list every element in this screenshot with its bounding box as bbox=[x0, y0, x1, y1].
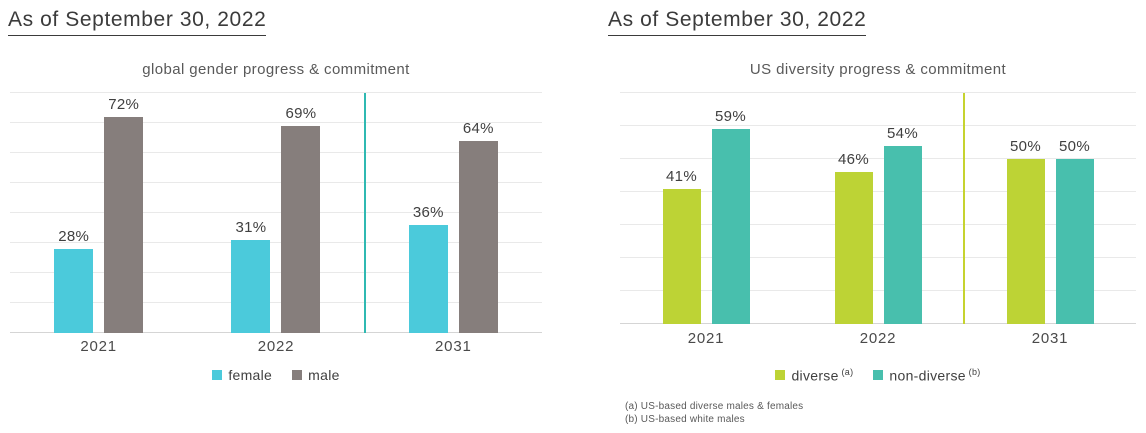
projection-divider-line bbox=[363, 93, 366, 333]
legend-item-non-diverse: non-diverse (b) bbox=[873, 367, 980, 384]
gridline bbox=[620, 158, 1136, 159]
bar-male-2022 bbox=[281, 126, 321, 333]
category-group-2022: 31% 69% bbox=[187, 93, 364, 333]
category-label-2031: 2031 bbox=[435, 338, 472, 355]
bar-group-item: 64% bbox=[458, 120, 498, 333]
gridline bbox=[10, 302, 542, 303]
bar-diverse-2021 bbox=[662, 189, 701, 324]
gridline bbox=[10, 272, 542, 273]
bar-value-label: 64% bbox=[462, 120, 494, 137]
bar-value-label: 41% bbox=[666, 168, 697, 185]
category-group-2021: 28% 72% bbox=[10, 93, 187, 333]
bar-group-item: 36% bbox=[408, 204, 448, 333]
bar-non-diverse-2031 bbox=[1055, 159, 1094, 324]
gridline bbox=[10, 212, 542, 213]
bar-diverse-2022 bbox=[834, 172, 873, 324]
legend-item-female: female bbox=[212, 367, 272, 383]
bar-non-diverse-2021 bbox=[711, 129, 750, 324]
gridline bbox=[10, 92, 542, 93]
legend-swatch-icon bbox=[292, 370, 303, 380]
legend-label: diverse (a) bbox=[791, 367, 854, 384]
legend-swatch-icon bbox=[775, 370, 786, 381]
gridline bbox=[10, 122, 542, 123]
global-gender-chart-section: As of September 30, 2022 global gender p… bbox=[8, 8, 542, 383]
bar-group-item: 54% bbox=[883, 125, 922, 324]
bar-group-item: 28% bbox=[54, 228, 94, 333]
bar-female-2022 bbox=[231, 240, 271, 333]
bar-group-item: 72% bbox=[104, 96, 144, 333]
bar-diverse-2031 bbox=[1006, 159, 1045, 324]
bar-value-label: 69% bbox=[285, 105, 317, 122]
chart-title: global gender progress & commitment bbox=[142, 61, 410, 78]
gridline bbox=[620, 191, 1136, 192]
bar-value-label: 46% bbox=[838, 151, 869, 168]
gridline bbox=[10, 152, 542, 153]
category-label-2022: 2022 bbox=[859, 330, 897, 347]
legend-item-male: male bbox=[292, 367, 340, 383]
x-axis-line bbox=[10, 332, 542, 333]
bar-group-item: 69% bbox=[281, 105, 321, 333]
us-diversity-chart-section: As of September 30, 2022 US diversity pr… bbox=[600, 0, 1146, 433]
footnote: (a) US-based diverse males & females bbox=[625, 401, 804, 412]
category-label-2022: 2022 bbox=[257, 338, 295, 355]
bar-group-item: 31% bbox=[231, 219, 271, 333]
gridline bbox=[10, 182, 542, 183]
bar-value-label: 50% bbox=[1059, 138, 1090, 155]
bar-value-label: 36% bbox=[412, 204, 444, 221]
bar-value-label: 50% bbox=[1010, 138, 1041, 155]
legend-label: male bbox=[308, 367, 340, 383]
category-group-2021: 41% 59% bbox=[620, 93, 792, 324]
legend: female male bbox=[10, 367, 542, 383]
bar-value-label: 54% bbox=[887, 125, 918, 142]
as-of-date-heading: As of September 30, 2022 bbox=[8, 8, 267, 36]
plot-area: 28% 72% 31% 69% 36% 64% bbox=[10, 92, 542, 333]
gridline bbox=[620, 257, 1136, 258]
x-axis-line bbox=[620, 323, 1136, 324]
bar-group-item: 41% bbox=[662, 168, 701, 324]
bar-group-item: 46% bbox=[834, 151, 873, 324]
gridline bbox=[620, 224, 1136, 225]
footnotes: (a) US-based diverse males & females (b) … bbox=[625, 400, 803, 426]
legend: diverse (a) non-diverse (b) bbox=[620, 367, 1136, 384]
gridline bbox=[10, 242, 542, 243]
bar-female-2031 bbox=[408, 225, 448, 333]
legend-swatch-icon bbox=[873, 370, 884, 381]
as-of-date-heading: As of September 30, 2022 bbox=[608, 8, 867, 36]
footnote: (b) US-based white males bbox=[625, 414, 745, 425]
bar-male-2031 bbox=[458, 141, 498, 333]
category-label-2021: 2021 bbox=[80, 338, 117, 355]
category-label-2021: 2021 bbox=[687, 330, 725, 347]
plot-area: 41% 59% 46% 54% 50% 50% bbox=[620, 92, 1136, 324]
bar-value-label: 59% bbox=[715, 108, 746, 125]
legend-label: female bbox=[228, 367, 273, 383]
legend-item-diverse: diverse (a) bbox=[775, 367, 853, 384]
bar-group-item: 50% bbox=[1055, 138, 1094, 324]
projection-divider-line bbox=[962, 93, 965, 324]
chart-title: US diversity progress & commitment bbox=[749, 61, 1007, 78]
bar-group-item: 59% bbox=[711, 108, 750, 324]
x-axis-labels: 2021 2022 2031 bbox=[10, 338, 542, 355]
legend-swatch-icon bbox=[212, 370, 223, 380]
category-group-2022: 46% 54% bbox=[792, 93, 964, 324]
category-label-2031: 2031 bbox=[1031, 330, 1069, 347]
category-group-2031: 36% 64% bbox=[365, 93, 542, 333]
bar-male-2021 bbox=[104, 117, 144, 333]
bar-value-label: 72% bbox=[108, 96, 140, 113]
bar-non-diverse-2022 bbox=[883, 146, 922, 324]
gridline bbox=[620, 92, 1136, 93]
bar-female-2021 bbox=[54, 249, 94, 333]
bar-group-item: 50% bbox=[1006, 138, 1045, 324]
bar-value-label: 28% bbox=[58, 228, 90, 245]
x-axis-labels: 2021 2022 2031 bbox=[620, 330, 1136, 347]
gridline bbox=[620, 290, 1136, 291]
gridline bbox=[620, 125, 1136, 126]
legend-label: non-diverse (b) bbox=[889, 367, 981, 384]
bar-value-label: 31% bbox=[235, 219, 267, 236]
category-group-2031: 50% 50% bbox=[964, 93, 1136, 324]
